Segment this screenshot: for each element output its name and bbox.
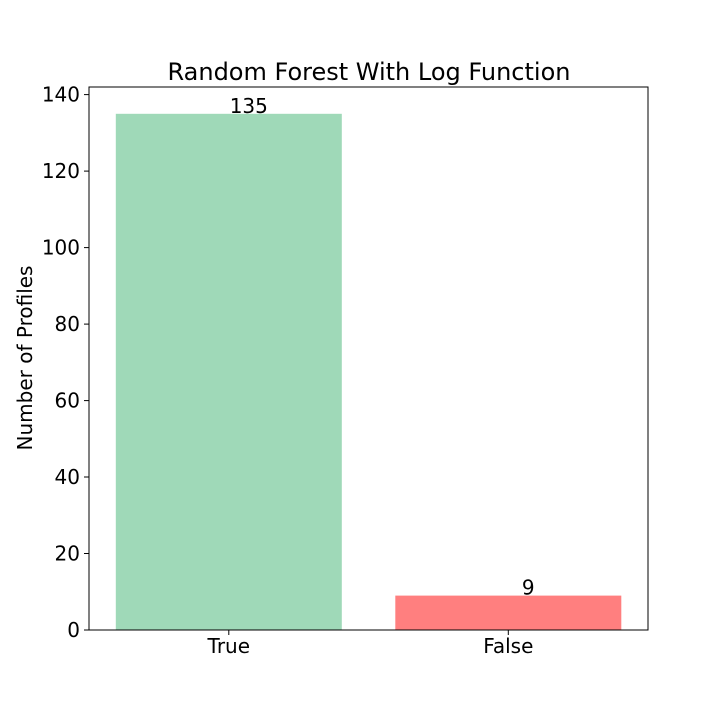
y-tick-label: 0 bbox=[67, 618, 80, 642]
y-tick-label: 20 bbox=[55, 542, 80, 566]
data-labels-layer: 135 9 bbox=[230, 94, 535, 600]
x-ticks-layer: True False bbox=[207, 630, 533, 658]
x-tick-label-false: False bbox=[483, 634, 533, 658]
y-tick-label: 40 bbox=[55, 465, 80, 489]
y-tick-label: 60 bbox=[55, 389, 80, 413]
y-tick-label: 100 bbox=[42, 236, 80, 260]
data-label-true: 135 bbox=[230, 94, 268, 118]
y-ticks-layer: 0 20 40 60 80 100 120 140 bbox=[42, 83, 89, 642]
bars-layer bbox=[115, 113, 622, 631]
plot-frame bbox=[88, 86, 649, 631]
y-tick-label: 140 bbox=[42, 83, 80, 107]
bar-true bbox=[115, 113, 342, 631]
data-label-false: 9 bbox=[522, 576, 535, 600]
y-tick-label: 80 bbox=[55, 312, 80, 336]
y-axis-label: Number of Profiles bbox=[13, 266, 37, 451]
chart-title: Random Forest With Log Function bbox=[168, 58, 571, 86]
bar-false bbox=[395, 595, 622, 630]
y-tick-label: 120 bbox=[42, 159, 80, 183]
x-tick-label-true: True bbox=[207, 634, 250, 658]
